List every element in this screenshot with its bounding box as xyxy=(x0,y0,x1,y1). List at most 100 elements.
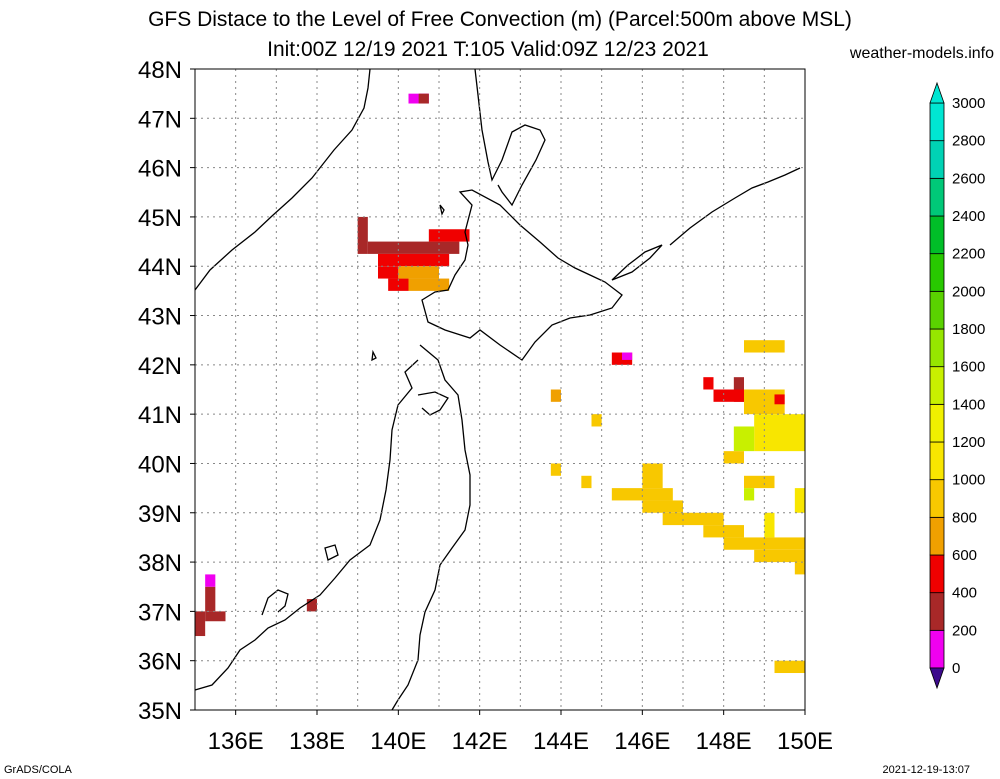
coast-kurils-1 xyxy=(611,244,663,281)
lfc-cell-39 xyxy=(754,549,805,563)
map-subtitle: Init:00Z 12/19 2021 T:105 Valid:09Z 12/2… xyxy=(267,38,709,61)
colorbar-swatch-1600 xyxy=(929,328,945,368)
colorbar-label-0: 0 xyxy=(952,660,960,677)
colorbar-label-400: 400 xyxy=(952,585,977,602)
lfc-cell-13 xyxy=(398,266,439,279)
coast-sakhalin xyxy=(474,68,546,207)
colorbar-label-2400: 2400 xyxy=(952,208,985,225)
colorbar-swatch-2000 xyxy=(929,253,945,292)
lfc-cell-34 xyxy=(611,488,673,501)
lfc-cell-41 xyxy=(764,512,775,538)
lat-label-37N: 37N xyxy=(138,599,182,626)
lfc-cell-20 xyxy=(581,475,592,489)
lat-label-47N: 47N xyxy=(138,106,182,133)
colorbar-label-2200: 2200 xyxy=(952,246,985,263)
colorbar-swatch-800 xyxy=(929,479,945,518)
footer-software: GrADS/COLA xyxy=(4,764,72,776)
lat-label-40N: 40N xyxy=(138,451,182,478)
lat-label-36N: 36N xyxy=(138,649,182,676)
lon-label-144E: 144E xyxy=(533,728,589,755)
lfc-cell-28 xyxy=(733,426,755,452)
coast-mainland-asia xyxy=(194,68,371,291)
lat-label-46N: 46N xyxy=(138,156,182,183)
lfc-cell-27 xyxy=(754,414,805,452)
coast-tsugaru xyxy=(417,391,449,416)
site-credit: weather-models.info xyxy=(849,45,994,62)
lfc-cell-35 xyxy=(642,500,683,513)
colorbar-label-1200: 1200 xyxy=(952,434,985,451)
coast-hokkaido xyxy=(421,189,623,361)
lon-label-142E: 142E xyxy=(452,728,508,755)
colorbar: 0 200 400 600 800 1000 1200 1400 1600 1800 2000 220… xyxy=(929,81,985,690)
coast-noto xyxy=(261,589,289,616)
colorbar-swatch-1200 xyxy=(929,403,945,443)
lfc-cell-18 xyxy=(591,414,602,427)
colorbar-label-1600: 1600 xyxy=(952,359,985,376)
latitude-labels: 48N 47N 46N 45N 44N 43N 42N 41N 40N 39N 38N 37N 36N 3… xyxy=(138,57,195,725)
colorbar-label-1400: 1400 xyxy=(952,396,985,413)
lfc-cell-40 xyxy=(794,562,805,575)
lon-label-146E: 146E xyxy=(614,728,670,755)
colorbar-swatch-2200 xyxy=(929,215,945,255)
lfc-cell-14 xyxy=(408,278,450,291)
colorbar-swatch-1400 xyxy=(929,366,945,405)
colorbar-label-1000: 1000 xyxy=(952,472,985,489)
lfc-cell-33 xyxy=(642,463,663,489)
lfc-cell-30 xyxy=(744,475,775,489)
colorbar-label-600: 600 xyxy=(952,547,977,564)
lon-label-138E: 138E xyxy=(289,728,345,755)
lfc-cell-10 xyxy=(378,253,450,267)
lfc-cell-26 xyxy=(774,394,785,405)
lfc-cell-36 xyxy=(662,512,724,526)
colorbar-label-2000: 2000 xyxy=(952,283,985,300)
lfc-cell-17 xyxy=(550,389,561,402)
lfc-cell-11 xyxy=(378,266,399,279)
lfc-cell-1 xyxy=(205,611,226,622)
lat-label-43N: 43N xyxy=(138,304,182,331)
map-title: GFS Distace to the Level of Free Convect… xyxy=(148,8,852,31)
lfc-cell-7 xyxy=(357,216,368,254)
lat-label-41N: 41N xyxy=(138,402,182,429)
coast-kurils-2 xyxy=(669,167,801,246)
lat-label-44N: 44N xyxy=(138,254,182,281)
colorbar-swatch-400 xyxy=(929,554,945,594)
colorbar-swatch-1800 xyxy=(929,290,945,330)
lat-label-48N: 48N xyxy=(138,57,182,84)
colorbar-swatch-2400 xyxy=(929,177,945,217)
lon-label-136E: 136E xyxy=(208,728,264,755)
colorbar-label-2800: 2800 xyxy=(952,133,985,150)
colorbar-label-800: 800 xyxy=(952,509,977,526)
lon-label-140E: 140E xyxy=(370,728,426,755)
lfc-cell-3 xyxy=(205,574,216,587)
colorbar-low-arrow xyxy=(929,667,945,690)
lfc-shading xyxy=(195,93,805,674)
lat-label-45N: 45N xyxy=(138,205,182,232)
lfc-cell-42 xyxy=(774,660,805,674)
lat-label-38N: 38N xyxy=(138,550,182,577)
lfc-cell-2 xyxy=(205,586,216,612)
lfc-cell-16 xyxy=(622,352,633,360)
colorbar-label-3000: 3000 xyxy=(952,95,985,112)
map-grid xyxy=(195,69,805,710)
lat-label-39N: 39N xyxy=(138,501,182,528)
colorbar-label-200: 200 xyxy=(952,622,977,639)
colorbar-swatch-2600 xyxy=(929,140,945,179)
colorbar-swatch-200 xyxy=(929,592,945,631)
coast-sado xyxy=(324,544,339,561)
lfc-cell-12 xyxy=(388,278,409,291)
lon-label-150E: 150E xyxy=(777,728,833,755)
colorbar-label-1800: 1800 xyxy=(952,321,985,338)
lfc-cell-29 xyxy=(723,451,744,464)
lfc-cell-0 xyxy=(195,611,206,637)
lfc-cell-21 xyxy=(703,377,714,390)
coast-honshu-west xyxy=(194,359,419,691)
colorbar-swatch-600 xyxy=(929,516,945,556)
lon-label-148E: 148E xyxy=(696,728,752,755)
lfc-cell-4 xyxy=(306,599,317,612)
footer-timestamp: 2021-12-19-13:07 xyxy=(882,764,970,776)
coast-okushiri xyxy=(371,349,377,362)
colorbar-swatch-1000 xyxy=(929,441,945,481)
colorbar-high-arrow xyxy=(929,81,945,104)
colorbar-swatch-2800 xyxy=(929,102,945,142)
